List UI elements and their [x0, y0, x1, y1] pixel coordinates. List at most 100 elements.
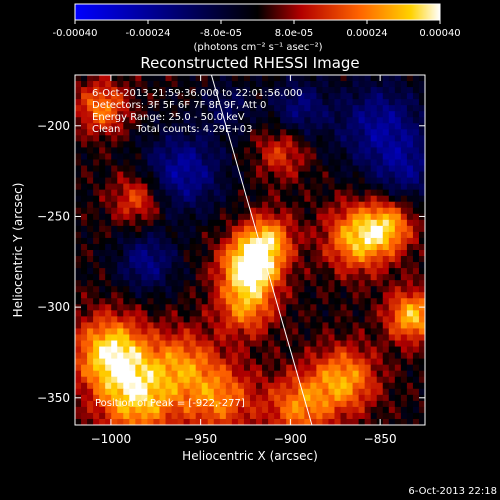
heatmap-cell [171, 280, 179, 287]
heatmap-cell [75, 388, 82, 396]
heatmap-cell [388, 207, 396, 215]
heatmap-cell [171, 376, 179, 384]
heatmap-cell [280, 213, 287, 221]
heatmap-cell [268, 418, 275, 425]
heatmap-cell [117, 418, 124, 425]
heatmap-cell [231, 117, 239, 124]
heatmap-cell [135, 382, 142, 390]
heatmap-cell [189, 87, 197, 94]
heatmap-cell [382, 394, 390, 402]
heatmap-cell [400, 111, 408, 118]
heatmap-cell [207, 364, 215, 372]
heatmap-cell [183, 159, 191, 167]
heatmap-cell [412, 418, 420, 425]
heatmap-cell [219, 394, 227, 402]
heatmap-cell [159, 364, 167, 372]
heatmap-cell [219, 304, 227, 311]
heatmap-cell [286, 268, 293, 275]
heatmap-cell [93, 237, 100, 245]
heatmap-cell [382, 243, 390, 251]
heatmap-cell [358, 93, 366, 100]
heatmap-cell [171, 171, 179, 179]
heatmap-cell [340, 388, 348, 396]
heatmap-cell [93, 388, 100, 396]
heatmap-cell [310, 117, 317, 124]
heatmap-cell [274, 298, 281, 305]
heatmap-cell [105, 412, 112, 420]
heatmap-cell [322, 292, 330, 299]
heatmap-cell [75, 153, 82, 161]
heatmap-cell [400, 159, 408, 167]
heatmap-cell [207, 159, 215, 167]
heatmap-cell [412, 93, 420, 100]
heatmap-cell [364, 382, 372, 390]
heatmap-cell [376, 105, 384, 112]
heatmap-cell [123, 292, 130, 299]
heatmap-cell [87, 250, 94, 257]
heatmap-cell [400, 99, 408, 106]
heatmap-cell [412, 153, 420, 161]
heatmap-cell [400, 352, 408, 360]
heatmap-cell [364, 189, 372, 197]
heatmap-cell [171, 117, 179, 124]
heatmap-cell [400, 250, 408, 257]
heatmap-cell [159, 81, 167, 88]
heatmap-cell [243, 292, 251, 299]
heatmap-cell [268, 183, 275, 191]
heatmap-cell [75, 99, 82, 106]
heatmap-cell [406, 141, 414, 149]
heatmap-cell [231, 340, 239, 348]
heatmap-cell [183, 400, 191, 408]
heatmap-cell [376, 141, 384, 149]
heatmap-cell [81, 328, 88, 336]
heatmap-cell [219, 141, 227, 149]
heatmap-cell [412, 201, 420, 209]
heatmap-cell [286, 237, 293, 245]
heatmap-cell [376, 412, 384, 420]
heatmap-cell [183, 322, 191, 330]
heatmap-cell [256, 262, 263, 269]
heatmap-cell [292, 418, 299, 425]
heatmap-cell [262, 382, 269, 390]
heatmap-cell [394, 93, 402, 100]
heatmap-cell [219, 412, 227, 420]
heatmap-cell [256, 225, 263, 233]
heatmap-cell [159, 129, 167, 136]
heatmap-cell [304, 352, 311, 360]
heatmap-cell [382, 352, 390, 360]
heatmap-cell [292, 358, 299, 366]
heatmap-cell [256, 87, 263, 94]
heatmap-cell [358, 346, 366, 354]
heatmap-cell [195, 418, 203, 425]
heatmap-cell [328, 99, 336, 106]
heatmap-cell [280, 141, 287, 149]
heatmap-cell [231, 262, 239, 269]
heatmap-cell [292, 412, 299, 420]
heatmap-cell [243, 213, 251, 221]
heatmap-cell [274, 165, 281, 173]
heatmap-cell [207, 286, 215, 293]
heatmap-cell [183, 340, 191, 348]
heatmap-cell [316, 153, 324, 161]
heatmap-cell [280, 418, 287, 425]
heatmap-cell [159, 274, 167, 281]
heatmap-cell [189, 105, 197, 112]
heatmap-cell [81, 400, 88, 408]
heatmap-cell [268, 370, 275, 378]
heatmap-cell [117, 135, 124, 142]
heatmap-cell [183, 250, 191, 257]
heatmap-cell [352, 250, 360, 257]
heatmap-cell [316, 376, 324, 384]
heatmap-cell [418, 256, 425, 263]
heatmap-cell [268, 364, 275, 372]
heatmap-cell [304, 412, 311, 420]
heatmap-cell [346, 99, 354, 106]
heatmap-cell [322, 231, 330, 239]
heatmap-cell [99, 141, 106, 149]
heatmap-cell [141, 93, 149, 100]
heatmap-cell [129, 105, 136, 112]
heatmap-cell [256, 358, 263, 366]
heatmap-cell [310, 231, 317, 239]
heatmap-cell [316, 304, 324, 311]
heatmap-cell [177, 406, 185, 414]
